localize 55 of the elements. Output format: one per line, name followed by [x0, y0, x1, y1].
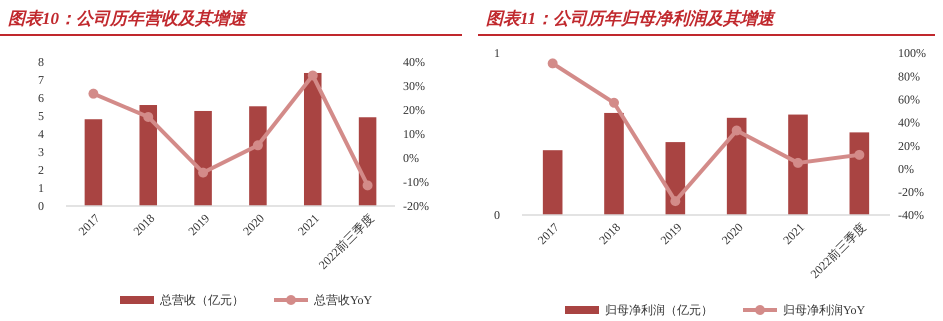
y-tick-label: 2 — [38, 163, 44, 178]
legend-label: 归母净利润YoY — [783, 303, 866, 318]
y2-tick-label: 40% — [898, 116, 920, 130]
legend-label: 总营收YoY — [313, 293, 372, 308]
y-tick-label: 4 — [38, 127, 44, 142]
y-tick-label: 1 — [38, 181, 44, 196]
y2-tick-label: -40% — [898, 208, 924, 222]
y2-tick-label: -20% — [898, 185, 924, 200]
point — [88, 88, 98, 99]
point — [732, 126, 742, 136]
y2-tick-label: 20% — [898, 138, 920, 153]
bar — [139, 105, 158, 206]
y-tick-label: 0 — [494, 208, 500, 222]
y-tick-label: 1 — [494, 46, 500, 60]
point — [198, 168, 208, 178]
bar — [542, 150, 562, 215]
y2-tick-label: -10% — [403, 175, 429, 190]
y2-tick-label: 10% — [403, 127, 425, 142]
y2-tick-label: 0% — [898, 162, 914, 176]
y-tick-label: 3 — [38, 145, 44, 160]
y2-tick-label: 60% — [898, 92, 920, 106]
point — [670, 196, 680, 206]
point — [252, 140, 263, 150]
point — [143, 112, 154, 122]
bar — [304, 72, 322, 206]
y2-tick-label: 80% — [898, 69, 920, 84]
point — [548, 58, 558, 68]
legend-label: 总营收（亿元） — [159, 293, 244, 308]
legend-label: 归母净利润（亿元） — [605, 303, 713, 318]
y-tick-label: 7 — [38, 73, 44, 88]
bar — [84, 119, 102, 206]
bar — [249, 106, 267, 206]
y2-tick-label: -20% — [403, 199, 429, 214]
y2-tick-label: 100% — [898, 46, 926, 60]
bar — [194, 110, 212, 206]
bar — [604, 112, 624, 215]
point — [362, 180, 373, 190]
y-tick-label: 0 — [38, 199, 44, 214]
bar — [358, 117, 376, 206]
chart-title: 图表11：公司历年归母净利润及其增速 — [486, 9, 776, 28]
bar — [850, 132, 870, 215]
bar — [788, 114, 808, 215]
chart-title: 图表10：公司历年营收及其增速 — [8, 9, 248, 28]
y2-tick-label: 40% — [403, 55, 425, 70]
y-tick-label: 5 — [38, 109, 44, 124]
y-tick-label: 8 — [38, 55, 44, 70]
y2-tick-label: 20% — [403, 103, 425, 118]
point — [609, 98, 619, 108]
point — [308, 70, 318, 80]
point — [854, 150, 864, 160]
point — [793, 158, 803, 168]
y2-tick-label: 0% — [403, 151, 419, 166]
y-tick-label: 6 — [38, 91, 44, 106]
bar — [726, 118, 746, 215]
y2-tick-label: 30% — [403, 79, 425, 94]
